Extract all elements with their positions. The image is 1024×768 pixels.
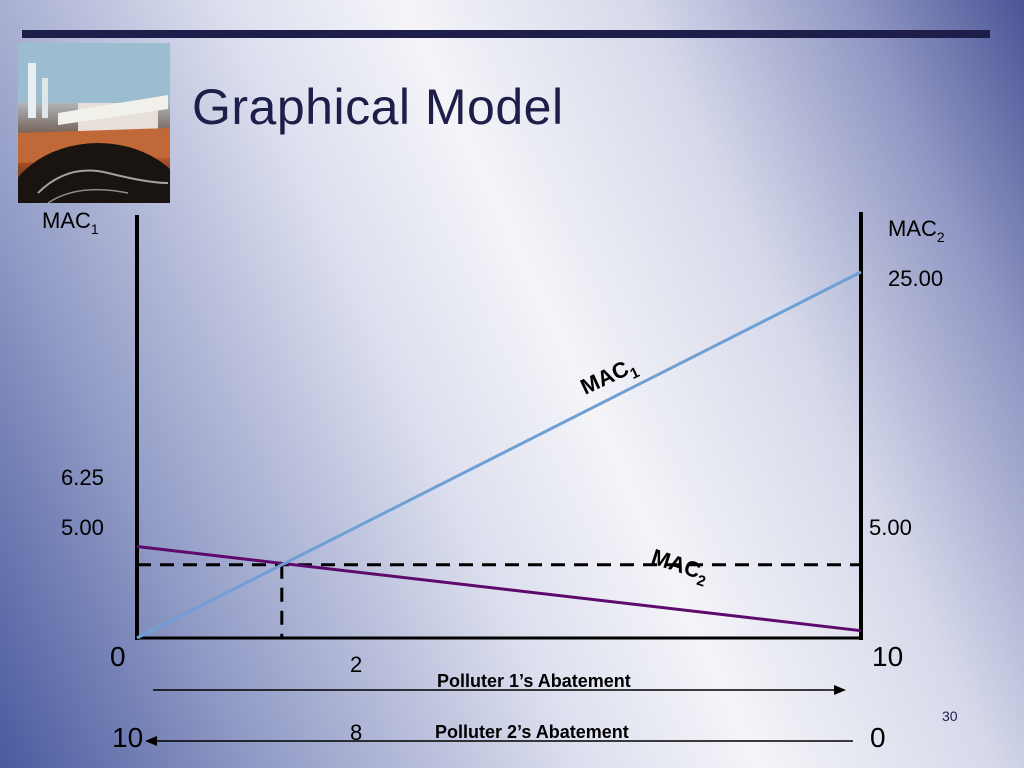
p1-origin-label: 0 bbox=[110, 641, 126, 672]
p2-end-label: 0 bbox=[870, 722, 886, 753]
right-y-label-high: 25.00 bbox=[888, 266, 943, 291]
p1-intersection-label: 2 bbox=[350, 652, 362, 677]
p2-axis-title: Polluter 2’s Abatement bbox=[435, 722, 629, 742]
left-y-label-high: 6.25 bbox=[61, 465, 104, 490]
left-y-label-equilibrium: 5.00 bbox=[61, 515, 104, 540]
p2-origin-label: 10 bbox=[112, 722, 143, 753]
p1-axis-title: Polluter 1’s Abatement bbox=[437, 671, 631, 691]
right-y-label-equilibrium: 5.00 bbox=[869, 515, 912, 540]
p2-arrowhead bbox=[145, 736, 157, 746]
mac1-line bbox=[136, 270, 862, 640]
p1-end-label: 10 bbox=[872, 641, 903, 672]
mac2-series-label: MAC2 bbox=[647, 544, 712, 591]
mac2-line bbox=[136, 545, 862, 633]
slide-title: Graphical Model bbox=[192, 79, 564, 135]
right-axis-label: MAC2 bbox=[888, 216, 945, 245]
slide-logo-image bbox=[18, 43, 170, 203]
p1-arrowhead bbox=[834, 685, 846, 695]
top-rule bbox=[22, 30, 990, 38]
left-axis-label: MAC1 bbox=[42, 208, 99, 237]
mac1-series-label: MAC1 bbox=[577, 352, 643, 404]
page-number: 30 bbox=[942, 708, 958, 724]
p2-intersection-label: 8 bbox=[350, 720, 362, 745]
